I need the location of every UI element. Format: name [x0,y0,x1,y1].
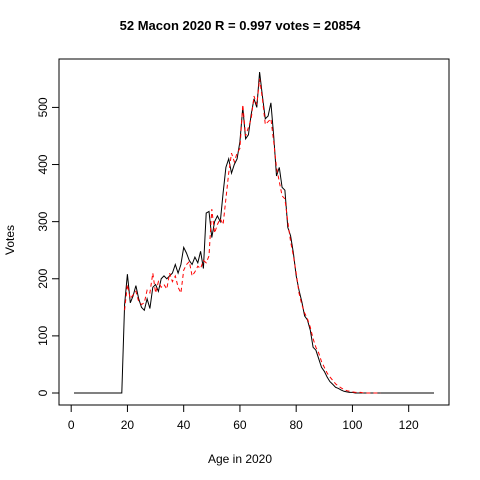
y-axis-label: Votes [3,224,17,256]
y-tick-label: 100 [36,326,50,346]
x-tick-label: 0 [68,418,75,432]
y-tick-label: 400 [36,154,50,174]
x-tick-label: 100 [342,418,362,432]
x-tick-label: 60 [233,418,247,432]
x-tick-label: 20 [121,418,135,432]
series-line-solid [74,71,434,394]
y-tick-label: 300 [36,211,50,231]
x-tick-label: 40 [177,418,191,432]
y-tick-label: 0 [36,389,50,396]
x-tick-label: 80 [290,418,304,432]
x-tick-label: 120 [399,418,419,432]
series-line-dashed [124,78,381,394]
x-axis-label: Age in 2020 [207,452,273,466]
y-tick-label: 500 [36,97,50,117]
y-tick-label: 200 [36,268,50,288]
plot-box [58,58,450,406]
chart-title: 52 Macon 2020 R = 0.997 votes = 20854 [119,18,361,33]
